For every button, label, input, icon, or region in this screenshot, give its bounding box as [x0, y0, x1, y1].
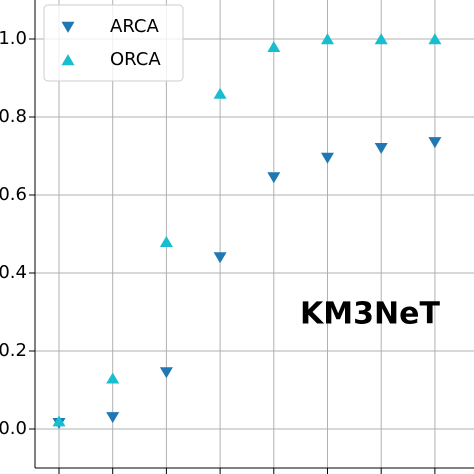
marker: [321, 33, 334, 45]
y-tick-label: 0.8: [0, 106, 27, 127]
y-tick-label: 0.2: [0, 340, 27, 361]
marker: [106, 412, 120, 424]
marker: [321, 152, 334, 164]
legend: ARCA ORCA: [43, 4, 184, 82]
marker: [106, 372, 120, 384]
marker: [267, 40, 281, 52]
marker: [428, 33, 442, 45]
y-tick-label: 0.4: [0, 262, 27, 283]
legend-marker: [61, 54, 75, 66]
annotation: KM3NeT: [300, 297, 440, 332]
y-tick-label: 0.6: [0, 184, 27, 205]
legend-label: ARCA: [110, 16, 159, 37]
marker: [428, 137, 442, 149]
y-tick-label: 1.0: [0, 28, 27, 49]
marker: [267, 172, 281, 184]
legend-label: ORCA: [110, 49, 161, 70]
marker: [374, 33, 388, 45]
marker: [159, 235, 173, 247]
y-tick-label: 0.0: [0, 418, 27, 439]
marker: [374, 143, 388, 155]
marker: [213, 87, 227, 99]
legend-marker: [61, 21, 75, 33]
marker: [213, 252, 227, 264]
marker: [52, 415, 66, 427]
legend-box: [43, 4, 184, 82]
marker: [159, 367, 173, 379]
